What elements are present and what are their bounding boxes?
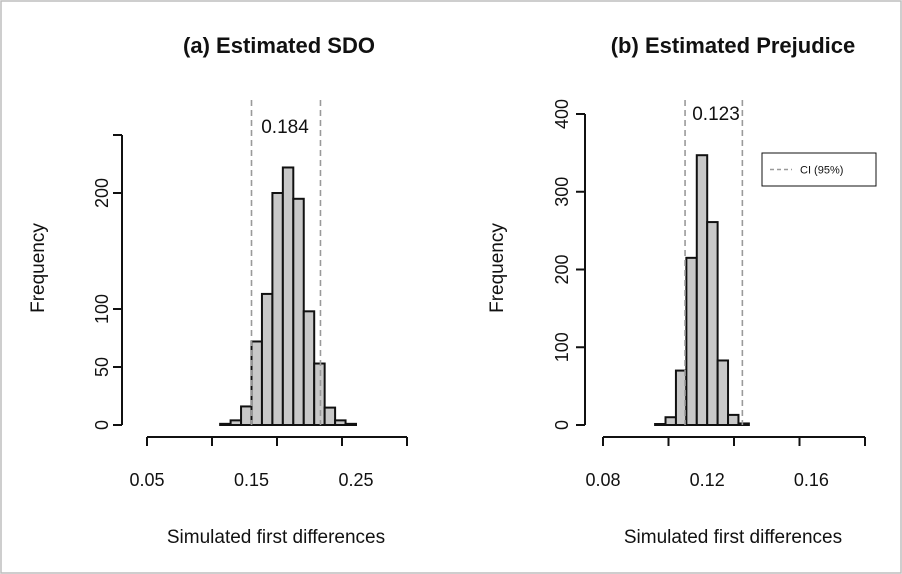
histogram-bar	[229, 419, 243, 426]
ci-lines	[250, 100, 322, 425]
ci-annotation: 0.123	[692, 104, 740, 125]
legend: CI (95%)	[761, 152, 877, 187]
x-axis: 0.08 0.12 0.16	[585, 436, 866, 490]
y-tick-label: 300	[552, 177, 572, 207]
x-tick-label: 0.16	[794, 470, 829, 490]
histogram-bar	[685, 256, 698, 426]
histogram-bar	[250, 340, 263, 427]
histogram-bar	[323, 406, 337, 427]
histogram-bars	[219, 166, 357, 427]
histogram-bar	[302, 310, 316, 427]
y-tick-label: 0	[92, 420, 112, 430]
y-tick-label: 0	[552, 420, 572, 430]
y-axis: 0 50 100 200	[92, 134, 123, 430]
panel-prejudice: (b) Estimated Prejudice Simulated first …	[487, 33, 877, 548]
y-tick-label: 100	[92, 294, 112, 324]
ci-annotation: 0.184	[261, 117, 309, 138]
histogram-bar	[344, 422, 357, 426]
ci-lines	[684, 100, 744, 425]
histogram-bar	[260, 292, 274, 427]
chart-title: (b) Estimated Prejudice	[611, 33, 856, 58]
x-tick-label: 0.12	[690, 470, 725, 490]
y-axis-label: Frequency	[28, 223, 49, 313]
y-tick-label: 200	[552, 254, 572, 284]
y-axis-label: Frequency	[487, 223, 508, 313]
histogram-bar	[292, 197, 305, 426]
histogram-bar	[334, 419, 347, 426]
histogram-bar	[271, 192, 284, 426]
histogram-bar	[737, 422, 750, 427]
x-axis-label: Simulated first differences	[167, 527, 385, 548]
histogram-bar	[281, 166, 295, 426]
histogram-bar	[313, 362, 326, 426]
legend-label: CI (95%)	[800, 165, 843, 177]
histogram-bar	[706, 221, 719, 426]
histogram-bars	[654, 154, 750, 427]
y-tick-label: 50	[92, 357, 112, 377]
histogram-bar	[727, 413, 740, 426]
histogram-bar	[716, 359, 730, 426]
panel-sdo: (a) Estimated SDO Simulated first differ…	[28, 33, 408, 548]
histogram-bar	[219, 422, 232, 426]
chart-title: (a) Estimated SDO	[183, 33, 375, 58]
y-tick-label: 400	[552, 99, 572, 129]
x-axis: 0.05 0.15 0.25	[129, 436, 408, 490]
histogram-bar	[695, 154, 709, 427]
x-tick-label: 0.08	[585, 470, 620, 490]
histogram-bar	[664, 416, 677, 427]
y-tick-label: 200	[92, 178, 112, 208]
x-tick-label: 0.15	[234, 470, 269, 490]
histogram-bar	[654, 423, 667, 426]
y-tick-label: 100	[552, 332, 572, 362]
histogram-bar	[240, 405, 253, 427]
histogram-bar	[674, 369, 688, 427]
x-tick-label: 0.25	[338, 470, 373, 490]
y-axis: 0 100 200 300 400	[552, 99, 586, 430]
x-axis-label: Simulated first differences	[624, 527, 842, 548]
x-tick-label: 0.05	[129, 470, 164, 490]
